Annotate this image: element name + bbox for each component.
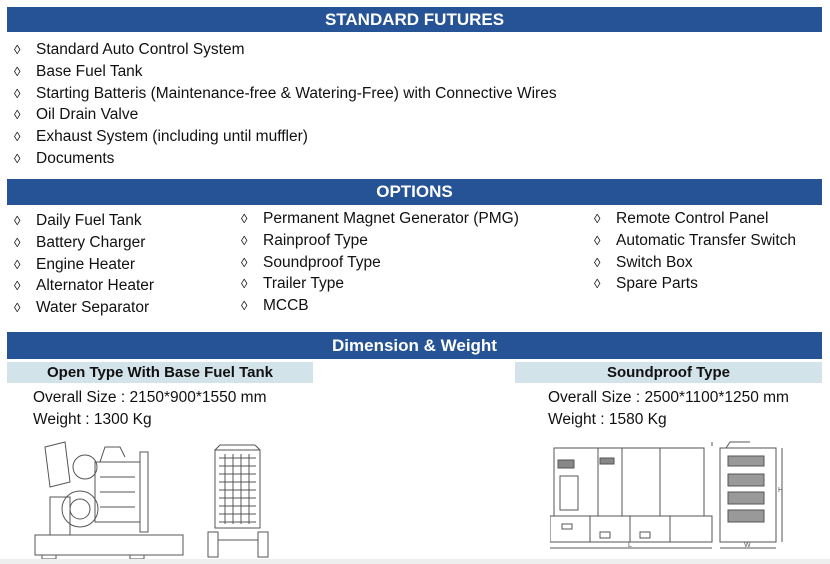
diamond-bullet-icon: ◊ [14, 42, 21, 57]
list-item-text: Oil Drain Valve [36, 106, 139, 124]
list-item: ◊ Switch Box [594, 254, 693, 272]
diamond-bullet-icon: ◊ [241, 298, 248, 314]
list-item-text: Water Separator [36, 299, 150, 317]
diamond-bullet-icon: ◊ [14, 151, 21, 166]
list-item-text: Automatic Transfer Switch [616, 231, 797, 249]
open-type-subheader: Open Type With Base Fuel Tank [7, 362, 313, 383]
list-item: ◊ Automatic Transfer Switch [594, 232, 796, 250]
diamond-bullet-icon: ◊ [14, 107, 21, 123]
dimension-header: Dimension & Weight [7, 332, 822, 359]
list-item: ◊ Starting Batteris (Maintenance-free & W… [14, 85, 557, 103]
svg-text:L: L [628, 542, 632, 549]
list-item: ◊ Standard Auto Control System [14, 41, 245, 59]
list-item-text: Documents [36, 150, 115, 167]
list-item: ◊ Base Fuel Tank [14, 63, 143, 81]
list-item: ◊ MCCB [241, 297, 309, 315]
options-header: OPTIONS [7, 179, 822, 205]
diamond-bullet-icon: ◊ [14, 278, 21, 294]
soundproof-size: Overall Size : 2500*1100*1250 mm [548, 389, 789, 406]
list-item-text: Standard Auto Control System [36, 41, 245, 58]
list-item: ◊ Rainproof Type [241, 232, 368, 250]
list-item: ◊ Oil Drain Valve [14, 106, 138, 124]
list-item-text: Permanent Magnet Generator (PMG) [263, 210, 519, 227]
list-item-text: Remote Control Panel [616, 210, 769, 227]
list-item: ◊ Alternator Heater [14, 277, 154, 295]
soundproof-weight: Weight : 1580 Kg [548, 411, 667, 428]
list-item-text: Starting Batteris (Maintenance-free & Wa… [36, 84, 557, 102]
list-item-text: Daily Fuel Tank [36, 212, 142, 229]
diamond-bullet-icon: ◊ [14, 213, 21, 228]
list-item-text: Soundproof Type [263, 253, 381, 271]
list-item: ◊ Trailer Type [241, 275, 344, 293]
diamond-bullet-icon: ◊ [241, 254, 248, 270]
diamond-bullet-icon: ◊ [241, 232, 248, 248]
list-item-text: Trailer Type [263, 275, 344, 293]
diamond-bullet-icon: ◊ [594, 211, 601, 226]
list-item: ◊ Exhaust System (including until muffler… [14, 128, 308, 146]
list-item: ◊ Remote Control Panel [594, 210, 769, 228]
soundproof-side-drawing: L [550, 442, 713, 549]
list-item-text: Spare Parts [616, 275, 698, 293]
diamond-bullet-icon: ◊ [14, 63, 21, 79]
list-item-text: Engine Heater [36, 255, 136, 273]
diamond-bullet-icon: ◊ [14, 256, 21, 272]
diamond-bullet-icon: ◊ [241, 276, 248, 292]
list-item: ◊ Soundproof Type [241, 254, 381, 272]
diamond-bullet-icon: ◊ [594, 254, 601, 270]
list-item: ◊ Spare Parts [594, 275, 698, 293]
diamond-bullet-icon: ◊ [14, 234, 21, 250]
list-item-text: MCCB [263, 297, 309, 315]
list-item: ◊ Daily Fuel Tank [14, 212, 142, 230]
soundproof-front-drawing: H W [719, 441, 783, 549]
standard-header: STANDARD FUTURES [7, 7, 822, 32]
list-item-text: Switch Box [616, 253, 693, 271]
diamond-bullet-icon: ◊ [14, 300, 21, 316]
soundproof-subheader: Soundproof Type [515, 362, 822, 383]
list-item-text: Exhaust System (including until muffler) [36, 128, 308, 146]
page-footer-strip [0, 559, 830, 564]
open-type-weight: Weight : 1300 Kg [33, 411, 152, 428]
svg-text:H: H [778, 487, 783, 494]
open-type-front-drawing [207, 444, 269, 558]
list-item-text: Rainproof Type [263, 231, 368, 249]
diamond-bullet-icon: ◊ [14, 85, 21, 101]
list-item-text: Alternator Heater [36, 277, 155, 295]
list-item: ◊ Engine Heater [14, 256, 135, 274]
diamond-bullet-icon: ◊ [241, 211, 248, 226]
open-type-side-drawing [34, 441, 184, 559]
diamond-bullet-icon: ◊ [594, 276, 601, 292]
list-item: ◊ Water Separator [14, 299, 149, 317]
list-item-text: Battery Charger [36, 233, 146, 251]
list-item: ◊ Permanent Magnet Generator (PMG) [241, 210, 519, 228]
diamond-bullet-icon: ◊ [14, 129, 21, 145]
list-item: ◊ Documents [14, 150, 114, 168]
svg-text:W: W [744, 542, 751, 549]
open-type-size: Overall Size : 2150*900*1550 mm [33, 389, 267, 406]
diamond-bullet-icon: ◊ [594, 232, 601, 248]
list-item-text: Base Fuel Tank [36, 62, 143, 80]
list-item: ◊ Battery Charger [14, 234, 145, 252]
